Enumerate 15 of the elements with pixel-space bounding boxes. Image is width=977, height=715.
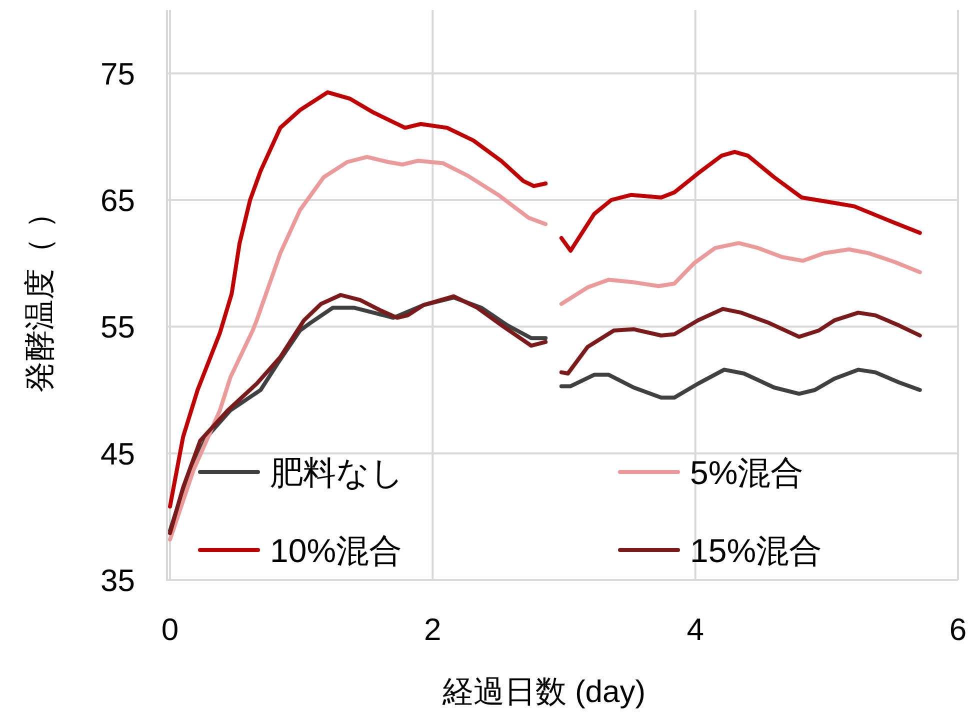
y-tick-label: 55 [100,310,135,345]
legend-label: 15%混合 [690,532,822,569]
y-tick-label: 45 [100,436,135,472]
x-tick-label: 4 [686,612,704,647]
y-tick-label: 65 [100,183,135,218]
y-tick-label: 75 [100,56,135,92]
y-axis-title: 発酵温度（ ） [22,198,57,392]
x-axis-title: 経過日数 (day) [441,674,646,709]
x-tick-label: 6 [949,612,967,647]
legend-label: 肥料なし [270,454,404,491]
x-tick-label: 0 [161,612,179,647]
x-tick-label: 2 [424,612,442,647]
y-tick-label: 35 [100,563,135,598]
legend-label: 5%混合 [690,454,804,491]
legend-label: 10%混合 [270,532,402,569]
